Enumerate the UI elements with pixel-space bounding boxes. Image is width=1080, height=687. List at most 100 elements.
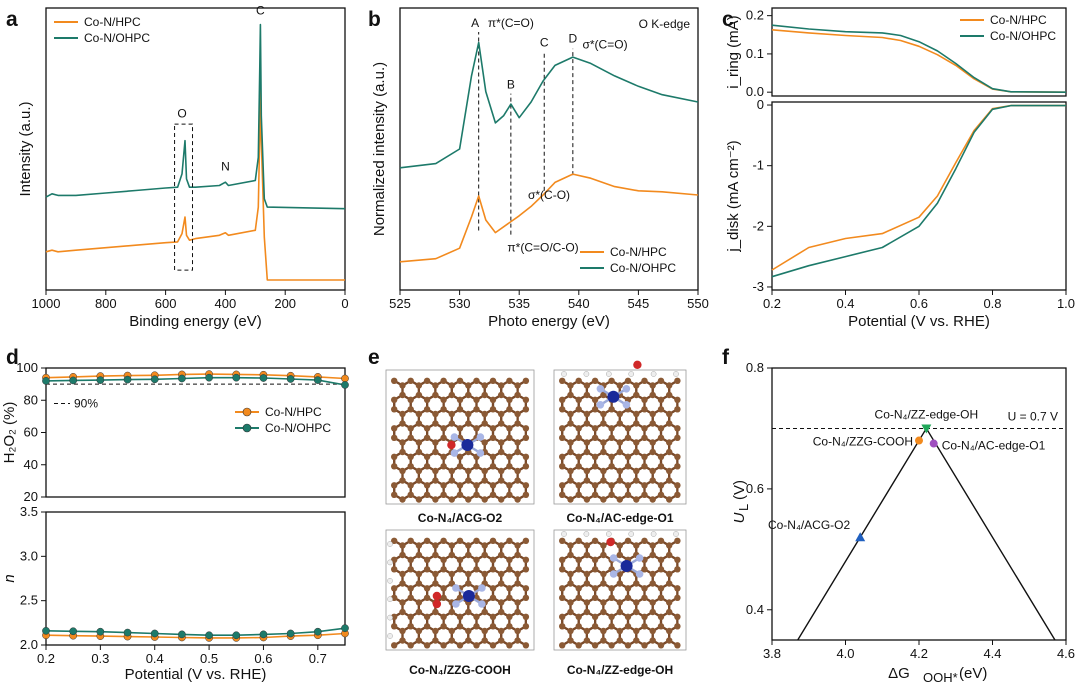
panel-b-ann-a: A [471,16,479,30]
carbon-atom [456,377,464,384]
carbon-atom [591,556,599,563]
carbon-atom [399,637,406,644]
carbon-atom [506,434,513,441]
carbon-atom [657,537,665,544]
carbon-atom [559,377,566,384]
nitrogen-atom [596,385,605,393]
panel-d-bottom-ylabel: n [1,574,18,582]
carbon-atom [600,467,607,475]
panel-c-rrde: 0.0 0.1 0.2 i_ring (mA) Co-N/HPC Co-N/OHPC 0 -1… [725,7,1075,330]
carbon-atom [432,570,439,578]
nitrogen-atom [478,584,486,592]
carbon-atom [522,425,530,432]
carbon-atom [391,425,398,432]
hydrogen-atom [387,596,393,603]
panel-label-e: e [368,346,380,369]
carbon-atom [415,599,423,606]
carbon-atom [415,477,423,484]
carbon-atom [559,453,566,460]
carbon-atom [473,377,480,384]
carbon-atom [399,477,406,484]
carbon-atom [591,377,599,384]
carbon-atom [399,627,406,635]
hydrogen-atom [628,371,635,377]
carbon-atom [391,396,398,403]
panel-b-ann-sigma-co: σ*(C=O) [582,38,627,52]
panel-b-xtick-label: 535 [508,296,530,311]
carbon-atom [575,556,582,563]
carbon-atom [641,377,648,384]
carbon-atom [657,623,665,630]
carbon-atom [506,463,513,470]
carbon-atom [440,556,447,563]
carbon-atom [465,391,472,399]
carbon-atom [624,642,632,649]
carbon-atom [522,623,530,630]
carbon-atom [657,377,665,384]
legend-label-1: Co-N/OHPC [610,261,676,275]
carbon-atom [657,585,665,592]
carbon-atom [649,439,656,446]
carbon-atom [481,410,488,418]
panel-d-top-point-hpc [341,374,349,383]
carbon-atom [657,425,665,432]
panel-d-xtick-label: 0.7 [309,651,327,666]
carbon-atom [432,439,439,446]
carbon-atom [559,434,566,441]
carbon-atom [600,580,607,587]
hydrogen-atom [673,531,679,537]
carbon-atom [481,439,488,446]
carbon-atom [608,453,615,460]
carbon-atom [407,556,414,563]
panel-d-bottom-point-ohpc [123,628,132,637]
carbon-atom [407,377,414,384]
carbon-atom [575,463,582,470]
carbon-atom [674,377,681,384]
hydrogen-atom [387,577,393,584]
carbon-atom [591,463,599,470]
panel-d-bottom-point-ohpc [232,631,241,640]
cobalt-atom [461,439,474,452]
carbon-atom [567,439,574,446]
panel-d-ann-90: 90% [74,396,98,410]
panel-d-bottom-point-ohpc [96,627,105,636]
nitrogen-atom [450,433,459,441]
carbon-atom [448,608,455,616]
carbon-atom [616,542,623,549]
carbon-atom [407,463,414,470]
panel-a-ann-n: N [221,160,230,174]
carbon-atom [567,542,574,549]
carbon-atom [489,566,497,573]
carbon-atom [506,623,513,630]
panel-f-xtick-label: 4.4 [983,646,1001,661]
panel-f-point-3 [929,439,938,448]
carbon-atom [624,434,632,441]
carbon-atom [608,623,615,630]
panel-d-bottom-point-ohpc [286,629,295,638]
carbon-atom [473,406,480,413]
carbon-atom [456,491,464,498]
carbon-atom [440,585,447,592]
hydrogen-atom [605,371,612,377]
panel-f-ytick-label: 0.8 [746,360,764,375]
carbon-atom [473,396,480,403]
carbon-atom [514,448,521,456]
carbon-atom [567,551,574,559]
carbon-atom [514,410,521,418]
carbon-atom [432,627,439,635]
carbon-atom [448,627,455,635]
panel-b-xtick-label: 525 [389,296,411,311]
carbon-atom [666,420,673,427]
panel-a-series-hpc [45,86,345,281]
panel-label-f: f [722,346,730,369]
carbon-atom [456,396,464,403]
carbon-atom [649,382,656,389]
nitrogen-atom [609,570,618,578]
carbon-atom [567,477,574,484]
panel-a-xtick-label: 1000 [32,296,61,311]
panel-c-xtick-label: 1.0 [1057,296,1075,311]
carbon-atom [616,627,623,635]
carbon-atom [391,566,398,573]
carbon-atom [522,556,530,563]
carbon-atom [465,627,472,635]
